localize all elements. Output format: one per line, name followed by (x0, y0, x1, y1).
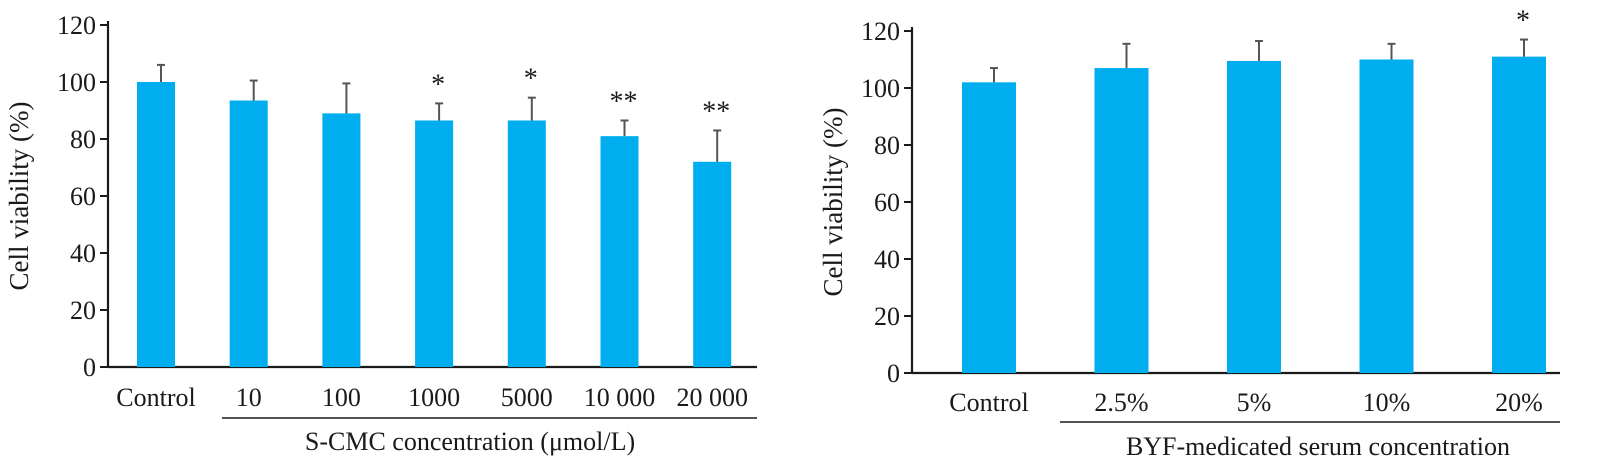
x-category-label: 20% (1495, 388, 1543, 417)
x-category-label: 10 (236, 383, 262, 412)
y-tick-label: 0 (887, 359, 900, 388)
y-tick-label: 60 (874, 188, 900, 217)
x-category-label: 10% (1363, 388, 1411, 417)
bar (962, 82, 1016, 374)
significance-marker: ** (702, 96, 730, 127)
y-tick-label: 60 (70, 182, 96, 211)
y-tick-label: 20 (874, 302, 900, 331)
y-tick-label: 100 (861, 74, 900, 103)
bar (137, 82, 175, 367)
bar (1359, 59, 1414, 373)
x-category-label: 100 (322, 383, 361, 412)
y-axis-title: Cell viability (%) (818, 108, 848, 297)
y-tick-label: 40 (70, 239, 96, 268)
bar (507, 120, 546, 367)
y-tick-label: 0 (83, 353, 96, 382)
bar (1094, 68, 1149, 374)
x-category-label: 5000 (501, 383, 553, 412)
right-bar-chart: 0 20 40 60 80 100 120 Cell viability (%) Control… (818, 6, 1560, 461)
bar (322, 113, 361, 367)
x-category-label: 2.5% (1094, 388, 1148, 417)
bar (1492, 56, 1546, 374)
bar (600, 136, 639, 367)
y-tick-label: 100 (57, 68, 96, 97)
x-category-label: 1000 (408, 383, 460, 412)
significance-marker: * (524, 64, 538, 95)
y-tick-label: 40 (874, 245, 900, 274)
x-axis-title: S-CMC concentration (μmol/L) (305, 427, 635, 456)
left-bar-chart: 0 20 40 60 80 100 120 Cell viability (%) Control… (4, 11, 757, 456)
significance-marker: ** (610, 86, 638, 117)
y-axis-title: Cell viability (%) (4, 102, 34, 291)
x-category-label: Control (116, 383, 195, 412)
x-axis-title: BYF-medicated serum concentration (1126, 432, 1510, 461)
y-tick-label: 80 (874, 131, 900, 160)
significance-marker: * (431, 69, 445, 100)
x-category-label: 10 000 (584, 383, 656, 412)
bar (415, 120, 454, 367)
x-category-label: 20 000 (676, 383, 748, 412)
y-tick-label: 120 (861, 17, 900, 46)
y-tick-label: 120 (57, 11, 96, 40)
x-category-label: Control (949, 388, 1028, 417)
significance-marker: * (1516, 6, 1530, 37)
y-tick-label: 20 (70, 296, 96, 325)
bar (229, 100, 268, 368)
y-tick-label: 80 (70, 125, 96, 154)
x-category-label: 5% (1237, 388, 1272, 417)
bar (693, 161, 732, 367)
bar (1227, 60, 1281, 374)
